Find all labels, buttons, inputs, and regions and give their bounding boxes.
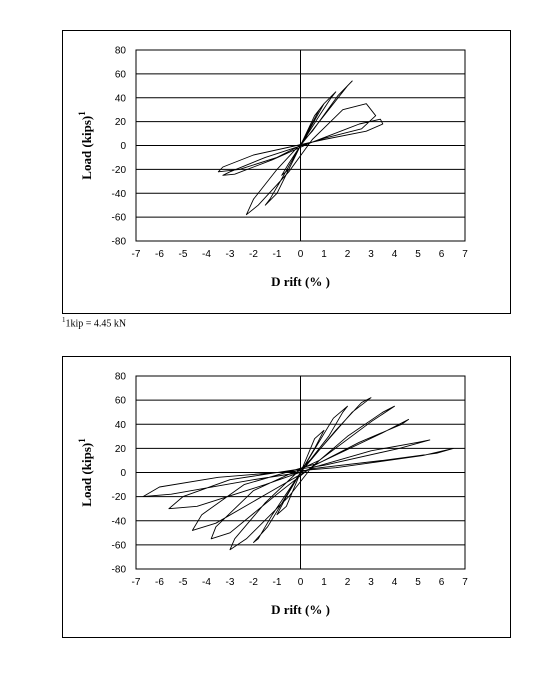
y-tick-label: 20 bbox=[115, 444, 127, 455]
x-tick-label: 4 bbox=[392, 249, 398, 260]
x-tick-label: -2 bbox=[249, 249, 258, 260]
x-tick-label: -1 bbox=[273, 249, 282, 260]
y-axis-title-superscript: 1 bbox=[77, 438, 87, 443]
y-tick-label: -80 bbox=[112, 237, 127, 248]
x-axis-title: D rift (% ) bbox=[271, 274, 330, 289]
x-tick-label: 3 bbox=[368, 249, 374, 260]
y-tick-label: -60 bbox=[112, 213, 127, 224]
hysteresis-curve bbox=[217, 80, 384, 216]
y-tick-label: -20 bbox=[112, 492, 127, 503]
footnote-superscript: 1 bbox=[62, 316, 66, 324]
x-tick-label: -3 bbox=[226, 249, 235, 260]
hysteresis-chart-top: 80 60 40 20 0 -20 -40 -60 -80 -7 -6 -5 -4 -3 -2 -1 0 1 2 3 4… bbox=[77, 46, 468, 290]
x-axis-title: D rift (% ) bbox=[271, 602, 330, 617]
chart-panel-bottom: 80 60 40 20 0 -20 -40 -60 -80 -7 -6 -5 -4 -3 -2 -1 0 1 2 3 4… bbox=[62, 356, 511, 638]
x-tick-label: 7 bbox=[462, 249, 468, 260]
x-tick-label: 4 bbox=[392, 577, 398, 588]
y-tick-label: 80 bbox=[115, 46, 127, 57]
x-tick-label: 5 bbox=[415, 249, 421, 260]
x-tick-label: 6 bbox=[439, 249, 445, 260]
y-tick-label: -60 bbox=[112, 540, 127, 551]
footnote: 11kip = 4.45 kN bbox=[62, 316, 126, 329]
x-tick-label: -7 bbox=[132, 577, 141, 588]
footnote-text: 1kip = 4.45 kN bbox=[65, 318, 127, 330]
y-tick-label: -40 bbox=[112, 516, 127, 527]
x-tick-label: -1 bbox=[273, 577, 282, 588]
x-tick-label: 0 bbox=[298, 577, 304, 588]
x-tick-label: 2 bbox=[345, 577, 351, 588]
y-axis-title: Load (kips)1 bbox=[77, 111, 94, 180]
chart-panel-top: 80 60 40 20 0 -20 -40 -60 -80 -7 -6 -5 -4 -3 -2 -1 0 1 2 3 4… bbox=[62, 30, 511, 314]
x-tick-label: 5 bbox=[415, 577, 421, 588]
x-tick-label: 1 bbox=[321, 577, 327, 588]
y-tick-label: -80 bbox=[112, 565, 127, 576]
y-tick-label: 40 bbox=[115, 420, 127, 431]
x-tick-label: -4 bbox=[202, 577, 211, 588]
x-tick-label: 7 bbox=[462, 577, 468, 588]
y-tick-label: 80 bbox=[115, 372, 127, 383]
y-tick-label: 0 bbox=[120, 468, 126, 479]
x-tick-label: -5 bbox=[179, 249, 188, 260]
x-tick-label: 3 bbox=[368, 577, 374, 588]
x-tick-label: -3 bbox=[226, 577, 235, 588]
x-tick-label: -5 bbox=[179, 577, 188, 588]
y-tick-label: -20 bbox=[112, 165, 127, 176]
y-tick-label: 0 bbox=[120, 141, 126, 152]
x-tick-label: 1 bbox=[321, 249, 327, 260]
y-axis-title: Load (kips)1 bbox=[77, 438, 94, 507]
hysteresis-chart-bottom: 80 60 40 20 0 -20 -40 -60 -80 -7 -6 -5 -4 -3 -2 -1 0 1 2 3 4… bbox=[77, 372, 468, 618]
hysteresis-curve bbox=[142, 397, 454, 551]
x-tick-label: 2 bbox=[345, 249, 351, 260]
y-tick-label: 60 bbox=[115, 396, 127, 407]
x-tick-label: -6 bbox=[155, 249, 164, 260]
y-tick-label: 60 bbox=[115, 69, 127, 80]
x-tick-label: 0 bbox=[298, 249, 304, 260]
x-tick-label: -4 bbox=[202, 249, 211, 260]
x-tick-label: 6 bbox=[439, 577, 445, 588]
x-tick-label: -7 bbox=[132, 249, 141, 260]
y-axis-title-superscript: 1 bbox=[77, 111, 87, 116]
x-tick-label: -6 bbox=[155, 577, 164, 588]
y-tick-label: -40 bbox=[112, 189, 127, 200]
y-tick-label: 20 bbox=[115, 117, 127, 128]
y-tick-label: 40 bbox=[115, 93, 127, 104]
x-tick-label: -2 bbox=[249, 577, 258, 588]
